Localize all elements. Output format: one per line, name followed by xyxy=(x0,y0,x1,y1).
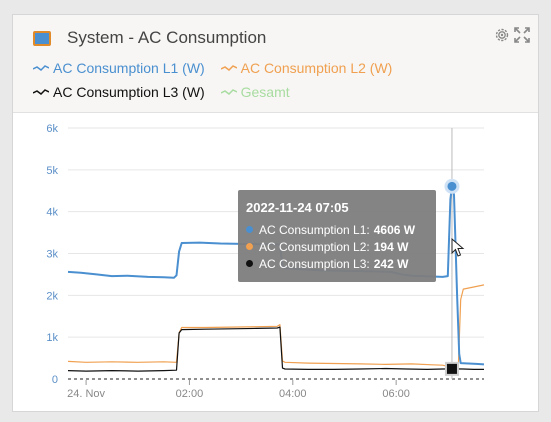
tooltip-dot-icon xyxy=(246,260,253,267)
legend-item-gesamt[interactable]: Gesamt xyxy=(220,84,290,100)
tooltip-time: 2022-11-24 07:05 xyxy=(246,200,349,215)
y-tick-label: 3k xyxy=(46,249,58,261)
x-tick-label: 04:00 xyxy=(279,388,307,400)
legend-item-l1[interactable]: AC Consumption L1 (W) xyxy=(33,60,205,76)
y-tick-label: 2k xyxy=(46,290,58,302)
y-tick-label: 0 xyxy=(52,374,58,386)
legend-label: AC Consumption L3 (W) xyxy=(53,84,205,100)
mouse-cursor-icon xyxy=(451,238,465,257)
y-tick-label: 6k xyxy=(46,123,58,135)
y-tick-label: 4k xyxy=(46,207,58,219)
card-header: System - AC Consumption AC Consumption L… xyxy=(13,15,538,113)
x-tick-label: 24. Nov xyxy=(67,388,105,400)
legend-item-l2[interactable]: AC Consumption L2 (W) xyxy=(220,60,393,76)
expand-icon[interactable] xyxy=(514,27,530,43)
tooltip-value: 242 W xyxy=(373,256,409,271)
legend-label: AC Consumption L2 (W) xyxy=(240,60,393,76)
tooltip-row-l3: AC Consumption L3: 242 W xyxy=(246,255,428,272)
tooltip-label: AC Consumption L2: xyxy=(259,239,370,254)
gear-icon[interactable] xyxy=(494,27,510,43)
tooltip-row-l1: AC Consumption L1: 4606 W xyxy=(246,221,428,238)
legend-label: AC Consumption L1 (W) xyxy=(53,60,205,76)
x-tick-label: 06:00 xyxy=(382,388,410,400)
legend-item-l3[interactable]: AC Consumption L3 (W) xyxy=(33,84,205,100)
hover-marker-l1 xyxy=(444,178,460,194)
legend-label: Gesamt xyxy=(240,84,290,100)
tooltip-label: AC Consumption L3: xyxy=(259,256,370,271)
chart-title: System - AC Consumption xyxy=(67,28,267,47)
chart-card: System - AC Consumption AC Consumption L… xyxy=(12,14,539,412)
legend-line-icon xyxy=(220,89,237,95)
y-tick-label: 5k xyxy=(46,165,58,177)
hover-marker-l3 xyxy=(444,361,459,376)
tooltip-label: AC Consumption L1: xyxy=(259,222,370,237)
legend-line-icon xyxy=(33,65,49,71)
x-tick-label: 02:00 xyxy=(176,388,204,400)
tooltip-row-l2: AC Consumption L2: 194 W xyxy=(246,238,428,255)
system-icon xyxy=(33,31,51,46)
legend-row-1: AC Consumption L1 (W) AC Consumption L2 … xyxy=(33,59,404,76)
tooltip-dot-icon xyxy=(246,243,253,250)
legend-line-icon xyxy=(220,65,237,71)
tooltip-value: 4606 W xyxy=(373,222,416,237)
chart-tooltip: 2022-11-24 07:05 AC Consumption L1: 4606… xyxy=(238,190,436,282)
legend-line-icon xyxy=(33,89,49,95)
legend-row-2: AC Consumption L3 (W) Gesamt xyxy=(33,83,302,100)
series-line-3 xyxy=(67,326,484,372)
tooltip-value: 194 W xyxy=(373,239,409,254)
tooltip-dot-icon xyxy=(246,226,253,233)
y-tick-label: 1k xyxy=(46,332,58,344)
